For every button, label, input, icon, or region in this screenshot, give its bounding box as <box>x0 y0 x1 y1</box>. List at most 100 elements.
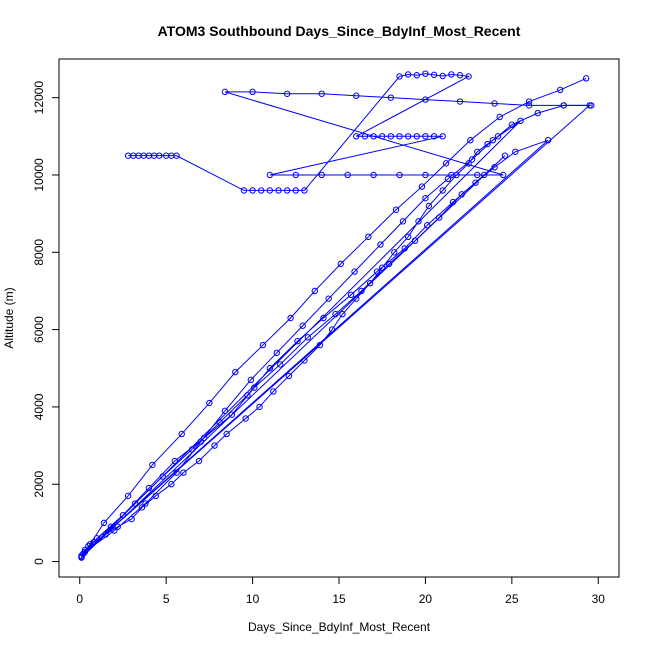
data-point <box>358 287 365 295</box>
data-point <box>439 72 446 80</box>
data-point <box>283 90 291 97</box>
data-point <box>221 407 229 414</box>
data-point <box>107 523 115 530</box>
data-point <box>277 361 284 368</box>
data-point <box>456 72 464 79</box>
data-point <box>472 179 479 186</box>
data-point <box>247 376 255 384</box>
data-point <box>81 548 89 556</box>
data-point <box>353 92 360 99</box>
data-point <box>413 133 420 140</box>
data-point <box>211 442 218 449</box>
data-point <box>430 71 438 79</box>
data-point <box>525 102 533 109</box>
data-point <box>197 438 204 445</box>
data-point <box>387 94 395 101</box>
data-point <box>468 156 476 163</box>
data-point <box>422 133 429 140</box>
data-point <box>138 504 146 511</box>
y-axis-label: Altitude (m) <box>2 287 16 348</box>
data-point <box>299 322 306 329</box>
data-point <box>244 392 251 399</box>
data-point <box>81 546 89 554</box>
data-point <box>418 183 426 190</box>
data-point <box>458 191 465 198</box>
data-point <box>422 96 429 103</box>
data-point <box>379 133 386 140</box>
data-point <box>474 171 481 179</box>
data-point <box>588 102 595 109</box>
data-point <box>361 133 369 140</box>
data-point <box>439 133 446 140</box>
data-point <box>467 136 474 144</box>
data-point <box>411 237 419 244</box>
data-point <box>316 341 324 349</box>
data-point <box>339 310 346 318</box>
data-point <box>90 539 97 546</box>
data-point <box>131 500 139 507</box>
data-point <box>128 515 135 523</box>
data-point <box>404 233 412 241</box>
data-point <box>425 202 433 210</box>
x-tick-label: 10 <box>246 592 260 606</box>
data-point <box>391 249 398 256</box>
data-point <box>188 446 196 453</box>
data-point <box>491 164 498 171</box>
data-point <box>93 535 101 542</box>
data-point <box>285 372 293 380</box>
data-point <box>102 531 109 538</box>
data-point <box>448 171 455 179</box>
data-point <box>396 171 403 179</box>
data-point <box>525 98 533 105</box>
data-point <box>489 136 497 144</box>
data-point <box>149 461 156 469</box>
data-point <box>178 430 185 438</box>
data-point <box>168 481 175 488</box>
data-point <box>171 457 179 465</box>
data-point <box>396 133 403 140</box>
data-point <box>242 415 249 422</box>
data-point <box>491 100 498 107</box>
data-point <box>85 542 92 550</box>
data-point <box>347 291 355 299</box>
x-tick-label: 15 <box>332 592 346 606</box>
data-point <box>404 133 412 140</box>
data-point <box>423 222 431 229</box>
data-point <box>508 121 516 128</box>
data-point <box>449 198 457 206</box>
data-point <box>200 434 208 442</box>
data-point <box>399 218 407 225</box>
x-tick-label: 25 <box>505 592 519 606</box>
data-point <box>159 473 166 480</box>
data-point <box>404 71 412 78</box>
data-point <box>283 187 291 194</box>
x-tick-label: 30 <box>592 592 606 606</box>
x-tick-label: 5 <box>163 592 170 606</box>
y-tick-label: 6000 <box>32 316 46 343</box>
data-point <box>444 175 452 183</box>
data-point <box>287 314 294 322</box>
data-point <box>100 519 108 527</box>
data-point <box>173 152 180 159</box>
data-point <box>415 218 422 225</box>
data-point <box>152 492 159 500</box>
data-point <box>365 233 372 241</box>
data-point <box>370 171 377 179</box>
data-point <box>232 368 239 376</box>
data-point <box>301 187 308 194</box>
y-tick-label: 12000 <box>32 81 46 115</box>
data-point <box>223 430 230 438</box>
data-point <box>256 403 263 411</box>
data-point <box>270 388 277 395</box>
x-tick-label: 20 <box>419 592 433 606</box>
data-point <box>301 357 308 364</box>
data-point <box>430 133 438 140</box>
data-point <box>318 171 325 179</box>
data-point <box>332 310 339 318</box>
data-point <box>292 187 299 194</box>
data-point <box>221 88 229 96</box>
data-point <box>582 75 590 82</box>
data-point <box>124 492 132 500</box>
data-point <box>422 194 429 202</box>
data-point <box>413 72 420 79</box>
